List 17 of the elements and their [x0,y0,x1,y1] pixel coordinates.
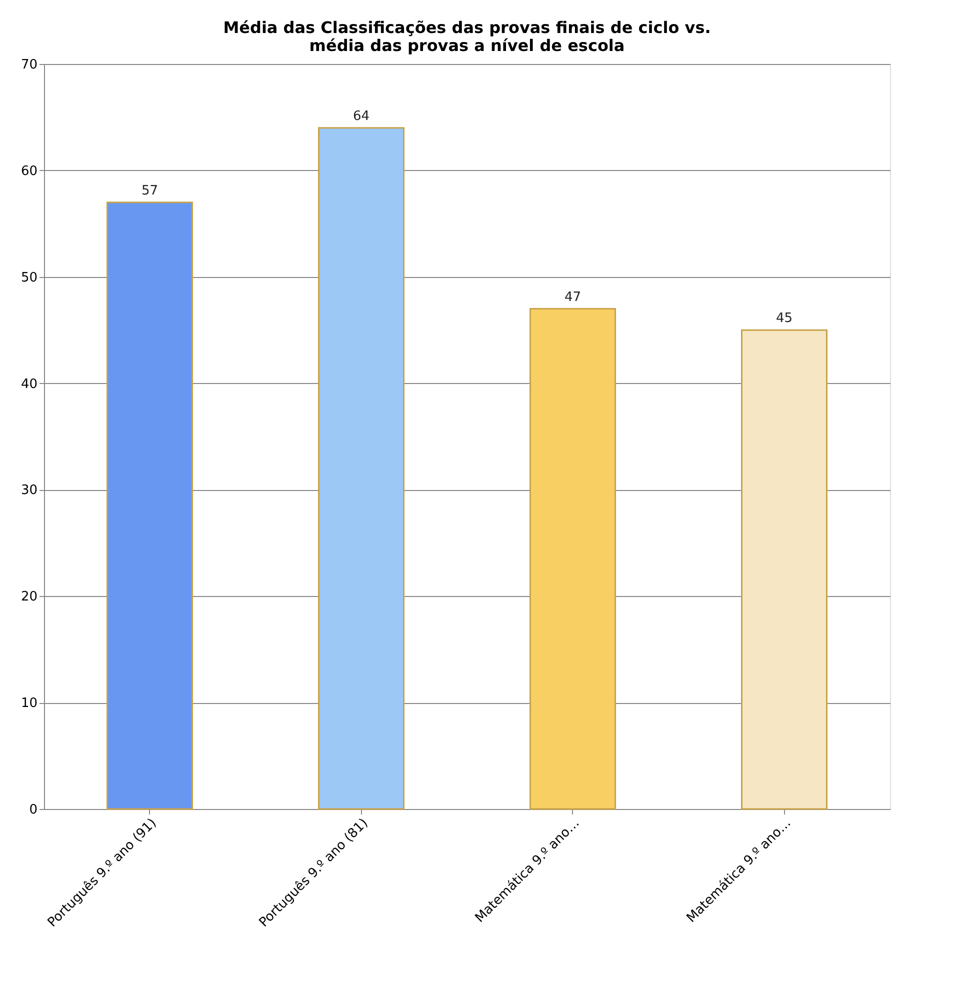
bar [530,308,616,810]
y-tick-label: 40 [20,376,38,392]
y-tick-label: 10 [20,696,38,712]
bar [318,127,404,810]
y-tick-label: 60 [20,164,38,179]
y-tick-label: 20 [20,590,38,605]
y-tick-label: 30 [20,483,38,498]
y-tick-label: 70 [20,58,38,72]
data-label: 47 [564,290,582,305]
data-label: 64 [352,108,370,124]
data-label: 57 [141,183,158,198]
data-label: 45 [776,311,793,326]
y-tick-label: 50 [20,270,38,286]
y-tick-label: 0 [29,802,38,818]
chart-title: Média das Classificações das provas finais de ciclo vs. média das provas a nível de escola [223,18,711,55]
bar [741,329,828,810]
bar [106,202,193,810]
